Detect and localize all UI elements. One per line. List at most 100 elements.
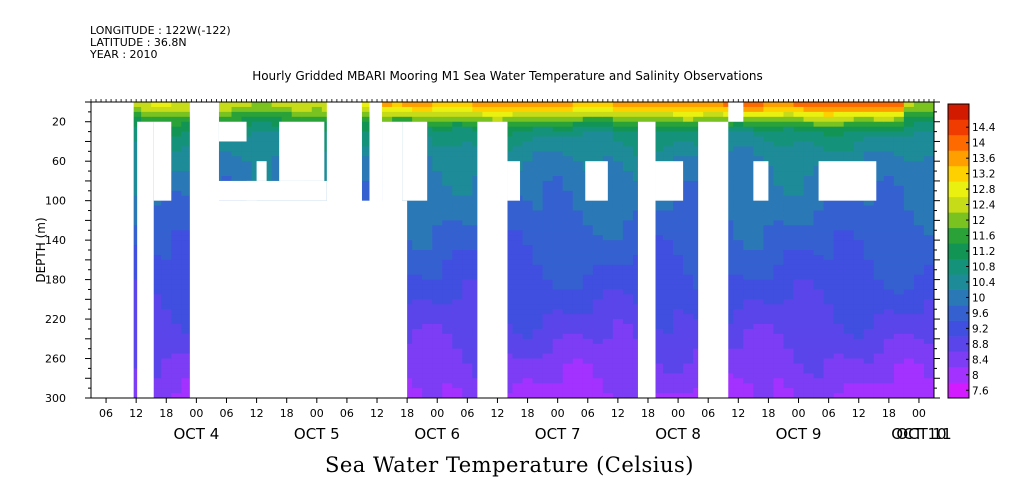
heat-cell <box>582 363 594 369</box>
heat-cell <box>612 166 624 172</box>
heat-cell <box>602 106 614 113</box>
heat-cell <box>622 180 634 187</box>
heat-cell <box>793 259 805 266</box>
heat-cell <box>723 264 734 271</box>
heat-cell <box>823 324 835 330</box>
heat-cell <box>592 269 604 276</box>
heat-cell <box>773 116 785 123</box>
heat-cell <box>131 388 142 394</box>
heat-cell <box>913 368 925 374</box>
heat-cell <box>763 274 775 281</box>
heat-cell <box>793 319 805 325</box>
heat-cell <box>803 368 815 374</box>
heat-cell <box>683 235 694 241</box>
heat-cell <box>582 264 594 271</box>
heat-cell <box>803 259 815 266</box>
heat-cell <box>452 338 463 345</box>
heat-cell <box>773 279 785 286</box>
heat-cell <box>452 106 463 113</box>
heat-cell <box>432 220 443 226</box>
heat-cell <box>813 383 825 389</box>
heat-cell <box>442 156 453 162</box>
heat-cell <box>743 126 754 133</box>
heat-cell <box>723 314 734 320</box>
heat-cell <box>412 250 423 256</box>
heat-cell <box>733 319 744 325</box>
heat-cell <box>843 333 855 340</box>
heat-cell <box>442 225 453 231</box>
heat-cell <box>793 166 805 172</box>
heat-cell <box>743 220 754 226</box>
heat-cell <box>442 358 453 365</box>
heat-cell <box>903 190 915 197</box>
heat-cell <box>893 116 905 123</box>
heat-cell <box>171 358 182 365</box>
heat-cell <box>813 314 825 320</box>
heat-cell <box>903 215 915 221</box>
heat-cell <box>422 299 433 305</box>
heat-cell <box>903 166 915 172</box>
heat-cell <box>502 368 514 374</box>
heat-cell <box>653 106 664 113</box>
heat-cell <box>753 299 764 305</box>
heat-cell <box>813 378 825 384</box>
heat-cell <box>552 230 564 236</box>
heat-cell <box>863 393 875 398</box>
heat-cell <box>412 338 423 345</box>
heat-cell <box>823 141 835 147</box>
heat-cell <box>773 388 785 394</box>
heat-cell <box>612 368 624 374</box>
heat-cell <box>512 264 524 271</box>
heat-cell <box>783 121 795 128</box>
heat-cell <box>562 190 574 197</box>
heat-cell <box>512 151 524 157</box>
heat-cell <box>783 333 795 340</box>
heat-cell <box>873 102 885 108</box>
heat-cell <box>733 378 744 384</box>
heat-cell <box>743 259 754 266</box>
heat-cell <box>743 141 754 147</box>
heat-cell <box>663 146 674 152</box>
heat-cell <box>773 284 785 291</box>
heat-cell <box>733 220 744 226</box>
heat-cell <box>903 333 915 340</box>
heat-cell <box>883 131 895 138</box>
heat-cell <box>683 136 694 143</box>
heat-cell <box>131 161 142 167</box>
heat-cell <box>532 328 544 335</box>
heat-cell <box>582 378 594 384</box>
heat-cell <box>462 116 473 123</box>
heat-cell <box>522 136 534 143</box>
heat-cell <box>823 279 835 286</box>
heat-cell <box>412 264 423 271</box>
heat-cell <box>271 151 283 157</box>
heat-cell <box>763 254 775 261</box>
heat-cell <box>462 161 473 167</box>
heat-cell <box>181 161 192 167</box>
heat-cell <box>522 328 534 335</box>
heat-cell <box>452 141 463 147</box>
heat-cell <box>442 304 453 310</box>
heat-cell <box>883 393 895 398</box>
heat-cell <box>502 230 514 236</box>
heat-cell <box>853 102 865 108</box>
heat-cell <box>813 210 825 217</box>
heat-cell <box>542 274 554 281</box>
heat-cell <box>683 279 694 286</box>
heat-cell <box>151 358 162 365</box>
heat-cell <box>171 190 182 197</box>
heat-cell <box>873 126 885 133</box>
heat-cell <box>442 102 453 108</box>
heat-cell <box>793 314 805 320</box>
heat-cell <box>532 102 544 108</box>
heat-cell <box>361 102 373 108</box>
heat-cell <box>412 200 423 207</box>
heat-cell <box>622 358 634 365</box>
heat-cell <box>572 106 584 113</box>
heat-cell <box>181 343 192 350</box>
heat-cell <box>131 225 142 231</box>
heat-cell <box>903 250 915 256</box>
heat-cell <box>582 319 594 325</box>
heat-cell <box>823 269 835 276</box>
heat-cell <box>903 220 915 226</box>
